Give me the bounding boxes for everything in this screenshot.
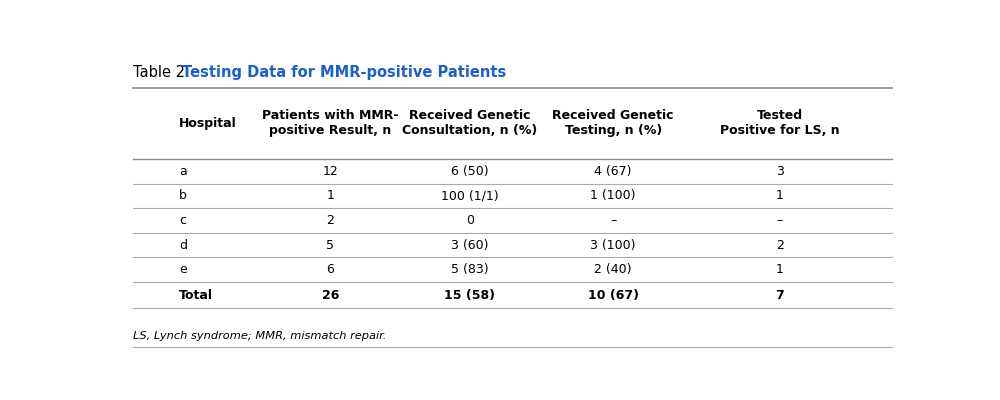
Text: Testing Data for MMR-positive Patients: Testing Data for MMR-positive Patients: [182, 65, 506, 80]
Text: 0: 0: [466, 214, 474, 227]
Text: Received Genetic
Consultation, n (%): Received Genetic Consultation, n (%): [402, 110, 538, 138]
Text: 26: 26: [322, 289, 339, 302]
Text: 2: 2: [326, 214, 334, 227]
Text: c: c: [179, 214, 186, 227]
Text: 6 (50): 6 (50): [451, 165, 489, 178]
Text: 3 (60): 3 (60): [451, 239, 489, 252]
Text: 100 (1/1): 100 (1/1): [441, 189, 499, 202]
Text: 3: 3: [776, 165, 784, 178]
Text: LS, Lynch syndrome; MMR, mismatch repair.: LS, Lynch syndrome; MMR, mismatch repair…: [133, 331, 386, 341]
Text: a: a: [179, 165, 187, 178]
Text: Total: Total: [179, 289, 213, 302]
Text: –: –: [777, 214, 783, 227]
Text: e: e: [179, 263, 187, 276]
Text: 1 (100): 1 (100): [590, 189, 636, 202]
Text: Received Genetic
Testing, n (%): Received Genetic Testing, n (%): [552, 110, 674, 138]
Text: 15 (58): 15 (58): [444, 289, 495, 302]
Text: Patients with MMR-
positive Result, n: Patients with MMR- positive Result, n: [262, 110, 399, 138]
Text: 12: 12: [322, 165, 338, 178]
Text: 6: 6: [326, 263, 334, 276]
Text: b: b: [179, 189, 187, 202]
Text: Table 2.: Table 2.: [133, 65, 194, 80]
Text: d: d: [179, 239, 187, 252]
Text: 3 (100): 3 (100): [590, 239, 636, 252]
Text: 2 (40): 2 (40): [594, 263, 632, 276]
Text: 5: 5: [326, 239, 334, 252]
Text: Hospital: Hospital: [179, 117, 237, 130]
Text: Tested
Positive for LS, n: Tested Positive for LS, n: [720, 110, 840, 138]
Text: 1: 1: [326, 189, 334, 202]
Text: 1: 1: [776, 189, 784, 202]
Text: –: –: [610, 214, 616, 227]
Text: 4 (67): 4 (67): [594, 165, 632, 178]
Text: 7: 7: [776, 289, 784, 302]
Text: 1: 1: [776, 263, 784, 276]
Text: 2: 2: [776, 239, 784, 252]
Text: 10 (67): 10 (67): [588, 289, 639, 302]
Text: 5 (83): 5 (83): [451, 263, 489, 276]
